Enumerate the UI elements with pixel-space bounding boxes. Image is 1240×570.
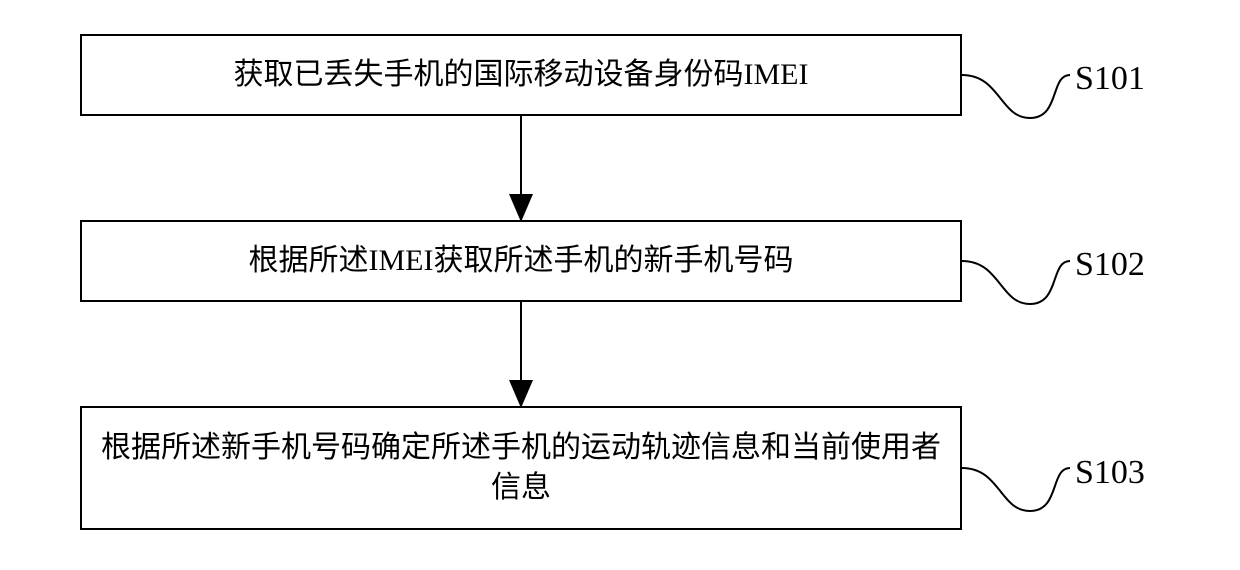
label-connector-s103 (962, 468, 1070, 511)
flowchart-edges (0, 0, 1240, 570)
label-connector-s102 (962, 261, 1070, 304)
label-connector-s101 (962, 75, 1070, 118)
flowchart-canvas: 获取已丢失手机的国际移动设备身份码IMEI 根据所述IMEI获取所述手机的新手机… (0, 0, 1240, 570)
